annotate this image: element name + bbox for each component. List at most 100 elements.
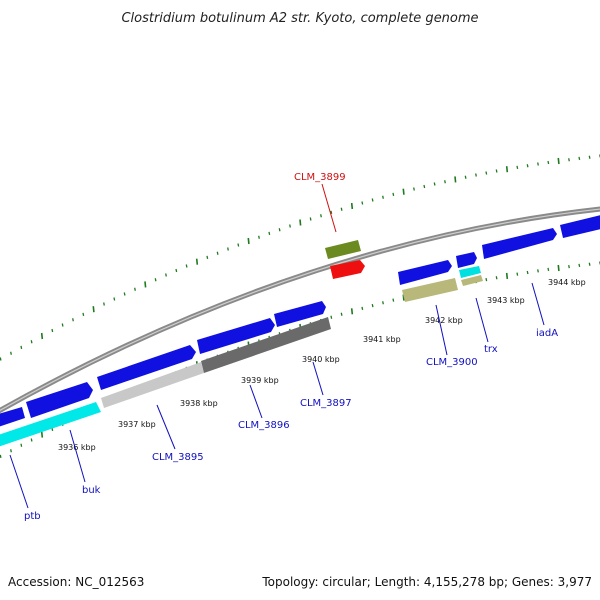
gene-label-ptb[interactable]: ptb — [24, 511, 41, 522]
minor-tick — [82, 312, 85, 317]
kbp-label: 3940 kbp — [302, 355, 340, 364]
feature-trx-block-2[interactable] — [461, 275, 483, 286]
gene-label-clm3900[interactable]: CLM_3900 — [426, 357, 478, 368]
kbp-label: 3939 kbp — [241, 376, 279, 385]
minor-tick — [588, 262, 591, 266]
minor-tick — [568, 158, 570, 162]
feature-clm3899-green[interactable] — [325, 240, 361, 259]
feature-next-arrow[interactable] — [560, 214, 600, 238]
minor-tick — [237, 243, 240, 247]
feature-clm3899-red[interactable] — [330, 260, 365, 279]
feature-trx-block[interactable] — [459, 266, 481, 278]
minor-tick — [340, 207, 343, 211]
minor-tick — [485, 171, 488, 175]
major-tick — [40, 332, 44, 340]
feature-trx-arrow[interactable] — [456, 252, 477, 268]
kbp-label: 3943 kbp — [487, 296, 525, 305]
minor-tick — [392, 192, 395, 197]
major-tick — [350, 202, 354, 210]
gene-label-buk[interactable]: buk — [82, 485, 101, 496]
minor-tick — [371, 198, 374, 202]
minor-tick — [382, 301, 384, 305]
major-tick — [557, 264, 560, 272]
feature-clm3900-arrow[interactable] — [398, 260, 452, 285]
major-tick — [454, 176, 457, 183]
minor-tick — [10, 449, 12, 453]
major-tick — [92, 306, 95, 313]
major-tick — [247, 237, 250, 245]
kbp-label: 3937 kbp — [118, 420, 156, 429]
minor-tick — [568, 264, 570, 269]
minor-tick — [444, 180, 446, 184]
major-tick — [144, 281, 147, 288]
feature-iada-arrow[interactable] — [482, 228, 557, 259]
minor-tick — [382, 195, 384, 199]
genome-backbone-highlight — [0, 208, 600, 412]
minor-tick — [113, 297, 116, 301]
minor-tick — [51, 328, 54, 333]
gene-label-clm3895[interactable]: CLM_3895 — [152, 452, 204, 463]
secondary-features — [0, 240, 483, 448]
feature-ptb-block[interactable] — [0, 402, 101, 448]
minor-tick — [578, 263, 581, 268]
minor-tick — [61, 323, 64, 327]
minor-tick — [475, 173, 477, 177]
kbp-label: 3944 kbp — [548, 278, 586, 287]
minor-tick — [268, 231, 271, 236]
minor-tick — [361, 201, 364, 205]
topology-summary-text: Topology: circular; Length: 4,155,278 bp… — [261, 575, 592, 589]
feature-clm3896-arrow[interactable] — [197, 318, 275, 354]
minor-tick — [330, 315, 333, 319]
minor-tick — [423, 184, 426, 189]
feature-clm3896-block[interactable] — [201, 317, 331, 373]
minor-tick — [547, 160, 550, 165]
gene-label-clm3899[interactable]: CLM_3899 — [294, 172, 346, 183]
minor-tick — [72, 318, 74, 322]
major-tick — [505, 272, 509, 279]
map-title: Clostridium botulinum A2 str. Kyoto, com… — [121, 11, 478, 26]
gene-label-clm3897[interactable]: CLM_3897 — [300, 398, 352, 409]
minor-tick — [413, 187, 415, 191]
minor-tick — [526, 164, 529, 168]
forward-strand-features — [0, 214, 600, 428]
minor-tick — [340, 312, 343, 316]
kbp-label: 3941 kbp — [363, 335, 401, 344]
minor-tick — [495, 276, 498, 280]
gene-label-trx[interactable]: trx — [484, 344, 498, 355]
kbp-label: 3938 kbp — [180, 399, 218, 408]
major-tick — [402, 294, 405, 301]
minor-tick — [588, 155, 591, 159]
minor-tick — [165, 273, 167, 277]
minor-tick — [578, 156, 581, 161]
minor-tick — [278, 228, 281, 232]
minor-tick — [547, 267, 550, 272]
minor-tick — [485, 277, 488, 282]
feature-clm3895-block[interactable] — [101, 362, 204, 408]
minor-tick — [175, 268, 178, 273]
feature-clm3900-block[interactable] — [402, 278, 458, 302]
gene-labels: ptb buk CLM_3895 CLM_3896 CLM_3897 CLM_3… — [24, 172, 558, 522]
feature-clm3897-arrow[interactable] — [274, 301, 326, 327]
feature-clm3895-arrow[interactable] — [97, 345, 196, 390]
major-tick — [40, 431, 44, 438]
minor-tick — [289, 224, 291, 228]
minor-tick — [309, 217, 312, 221]
minor-tick — [516, 272, 519, 276]
minor-tick — [537, 162, 539, 166]
minor-tick — [206, 255, 209, 260]
minor-tick — [30, 340, 33, 344]
gene-label-clm3896[interactable]: CLM_3896 — [238, 420, 290, 431]
minor-tick — [103, 302, 105, 306]
minor-tick — [123, 292, 126, 296]
minor-tick — [154, 278, 157, 282]
minor-tick — [361, 306, 364, 311]
minor-tick — [20, 345, 23, 350]
minor-tick — [433, 182, 436, 186]
minor-tick — [216, 251, 219, 255]
minor-tick — [526, 270, 529, 275]
gene-label-iada[interactable]: iadA — [536, 328, 558, 339]
feature-ptb-arrow[interactable] — [0, 407, 25, 428]
feature-buk-arrow[interactable] — [26, 382, 93, 418]
minor-tick — [392, 298, 395, 302]
